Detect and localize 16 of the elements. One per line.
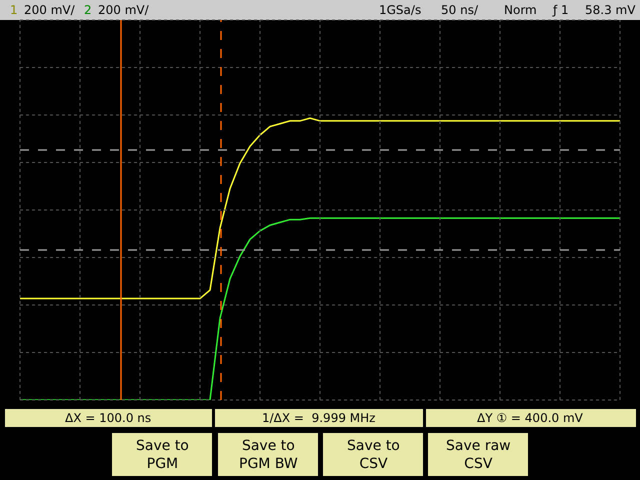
text: 58.3 mV <box>585 3 636 17</box>
text: ƒ 1 <box>552 3 569 17</box>
text: ΔY ① = 400.0 mV <box>477 411 584 425</box>
text: Save to PGM BW <box>239 438 298 472</box>
text: 50 ns/ <box>441 3 479 17</box>
text: 1 <box>10 3 18 17</box>
text: Save to PGM <box>136 438 189 472</box>
text: ΔX = 100.0 ns <box>65 411 152 425</box>
text: 2 <box>84 3 92 17</box>
text: Norm <box>504 3 537 17</box>
text: Save raw CSV <box>446 438 511 472</box>
text: Save to CSV <box>347 438 400 472</box>
text: 200 mV/ <box>98 3 150 17</box>
text: 200 mV/ <box>24 3 76 17</box>
text: 1GSa/s <box>379 3 422 17</box>
text: 1/ΔX = 9.999 MHz <box>262 411 376 425</box>
